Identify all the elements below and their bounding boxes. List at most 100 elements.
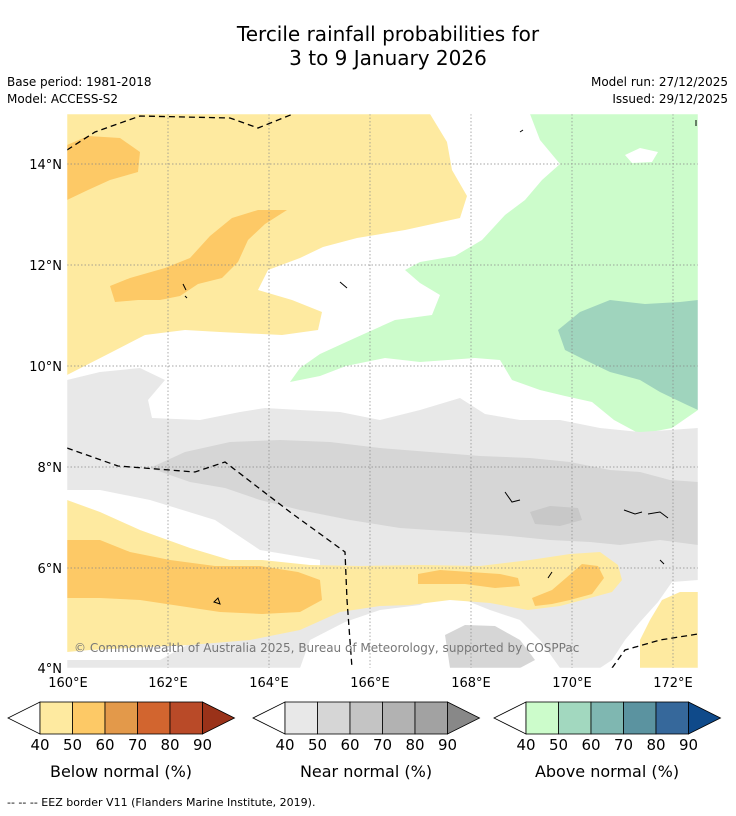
legend-swatch — [317, 701, 351, 735]
green-gap-patch — [625, 148, 658, 163]
below-normal-50-patch-south-3 — [532, 564, 604, 606]
legend-tick: 70 — [373, 736, 392, 754]
legend-swatch — [284, 701, 318, 735]
meta-right: Model run: 27/12/2025 Issued: 29/12/2025 — [591, 74, 728, 108]
legend-tick: 60 — [95, 736, 114, 754]
graticule — [67, 114, 698, 668]
map-plot-area: © Commonwealth of Australia 2025, Bureau… — [67, 114, 698, 668]
lat-tick-10: 10°N — [29, 360, 62, 375]
legend-swatch — [655, 701, 689, 735]
lat-tick-labels: 14°N 12°N 10°N 8°N 6°N 4°N — [29, 158, 62, 677]
legend-label: Above normal (%) — [535, 762, 679, 781]
legend-tick: 50 — [549, 736, 568, 754]
legend-swatch — [590, 701, 624, 735]
meta-left: Base period: 1981-2018 Model: ACCESS-S2 — [7, 74, 152, 108]
islands — [182, 120, 697, 605]
below-normal-region-north — [67, 114, 467, 375]
legend-tick: 80 — [646, 736, 665, 754]
island-group-2 — [504, 491, 521, 503]
legend-swatch — [382, 701, 416, 735]
lat-tick-4: 4°N — [38, 662, 63, 677]
title-line-1: Tercile rainfall probabilities for — [236, 22, 540, 46]
island-8 — [659, 559, 665, 565]
map-title: Tercile rainfall probabilities for 3 to … — [0, 22, 736, 70]
legend-tick: 90 — [438, 736, 457, 754]
legend-arrow-high — [202, 701, 236, 735]
legend-tick: 40 — [275, 736, 294, 754]
lat-tick-14: 14°N — [29, 158, 62, 173]
legend-swatch — [558, 701, 592, 735]
near-normal-55-patch — [530, 506, 582, 526]
lon-tick-164: 164°E — [249, 676, 289, 691]
legend-tick: 80 — [160, 736, 179, 754]
legend-swatch — [137, 701, 171, 735]
copyright-notice: © Commonwealth of Australia 2025, Bureau… — [74, 641, 579, 655]
legend-tick: 60 — [340, 736, 359, 754]
legend-tick: 90 — [679, 736, 698, 754]
legend-tick: 60 — [581, 736, 600, 754]
lat-tick-6: 6°N — [38, 562, 63, 577]
legend-swatch — [169, 701, 203, 735]
island-6 — [519, 129, 524, 133]
legend-swatch — [525, 701, 559, 735]
lon-tick-162: 162°E — [148, 676, 188, 691]
legend-tick: 90 — [193, 736, 212, 754]
legend-arrow-low — [7, 701, 41, 735]
island-4 — [182, 283, 188, 299]
legend-tick: 70 — [614, 736, 633, 754]
legend-arrow-low — [493, 701, 527, 735]
base-period: Base period: 1981-2018 — [7, 75, 152, 89]
eez-footnote: -- -- -- EEZ border V11 (Flanders Marine… — [7, 796, 316, 809]
island-group-1 — [623, 509, 669, 519]
below-normal-region-south — [67, 500, 622, 652]
legend-swatch — [414, 701, 448, 735]
lat-tick-8: 8°N — [38, 461, 63, 476]
legend-tick: 40 — [516, 736, 535, 754]
island-7 — [547, 571, 553, 579]
lat-tick-12: 12°N — [29, 259, 62, 274]
eez-borders — [67, 114, 698, 668]
below-normal-50-patch-south-1 — [67, 540, 322, 614]
model-run: Model run: 27/12/2025 — [590, 75, 728, 89]
map-frame — [66, 113, 699, 669]
lon-tick-166: 166°E — [350, 676, 390, 691]
model-name: Model: ACCESS-S2 — [7, 92, 119, 106]
legend-tick: 80 — [405, 736, 424, 754]
legend-near: 40 50 60 70 80 90 Near normal (%) — [252, 701, 481, 781]
island-3 — [213, 597, 221, 605]
legend-swatch — [39, 701, 73, 735]
lon-tick-160: 160°E — [48, 676, 88, 691]
eez-border-central — [67, 447, 353, 668]
legend-tick: 40 — [30, 736, 49, 754]
legend-swatch — [623, 701, 657, 735]
below-normal-50-patch-south-2 — [418, 570, 520, 588]
above-normal-50-patch — [558, 300, 698, 410]
legend-label: Near normal (%) — [300, 762, 432, 781]
legend-arrow-high — [447, 701, 481, 735]
legend-swatch — [104, 701, 138, 735]
below-normal-50-patch-nw — [67, 136, 140, 200]
legend-arrow-low — [252, 701, 286, 735]
island-5 — [339, 281, 348, 289]
lon-tick-168: 168°E — [451, 676, 491, 691]
legend-swatch — [349, 701, 383, 735]
title-line-2: 3 to 9 January 2026 — [289, 46, 487, 70]
legend-tick: 70 — [128, 736, 147, 754]
lon-tick-172: 172°E — [653, 676, 693, 691]
below-normal-50-patch-mid — [110, 210, 287, 302]
eez-border-southeast — [611, 633, 698, 668]
legend-arrow-high — [688, 701, 722, 735]
legend-tick: 50 — [63, 736, 82, 754]
legend-tick: 50 — [308, 736, 327, 754]
lon-tick-labels: 160°E 162°E 164°E 166°E 168°E 170°E 172°… — [48, 676, 693, 691]
below-normal-region-se — [640, 592, 698, 668]
lon-tick-170: 170°E — [552, 676, 592, 691]
near-normal-50-patch-south — [445, 625, 535, 668]
legend-label: Below normal (%) — [50, 762, 192, 781]
legend-swatch — [72, 701, 106, 735]
issued-date: Issued: 29/12/2025 — [612, 92, 728, 106]
